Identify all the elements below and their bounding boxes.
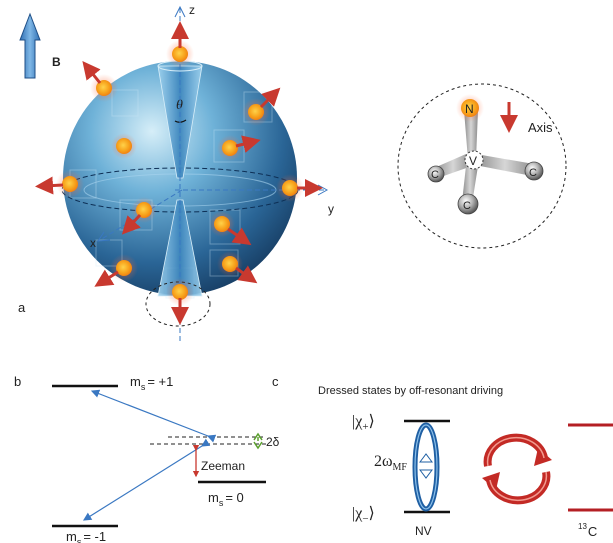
transition-arrow-plus1 <box>90 389 217 443</box>
nv-axis-label: Axis <box>528 120 553 135</box>
panel-b-label: b <box>14 374 21 389</box>
nv-rabi-loop <box>412 422 440 512</box>
chi-plus-label: |χ+⟩ <box>352 413 375 433</box>
spin-right <box>276 174 323 202</box>
ms-minus1-label: ms = -1 <box>66 529 106 543</box>
transition-arrow-minus1 <box>82 438 211 521</box>
spin-top <box>166 21 194 68</box>
z-axis-head <box>174 5 186 18</box>
z-axis-label: z <box>189 3 195 17</box>
x-axis-label: x <box>90 236 96 250</box>
nv-dashed-ellipse <box>397 83 567 249</box>
c-atom-bottom-label: C <box>463 200 471 212</box>
nv-center-inset: N V C C C Axis <box>397 83 567 249</box>
two-delta-label: 2δ <box>266 435 280 449</box>
c13-label: 13C <box>578 522 597 539</box>
panel-b: b ms = +1 ms = 0 ms = -1 2δ Zeeman <box>14 374 280 543</box>
spin-left <box>35 170 84 198</box>
spin-upper-left <box>82 60 118 102</box>
c-atom-right <box>524 161 544 181</box>
two-delta-arrow-heads <box>253 432 263 450</box>
red-cycle-arrows <box>482 433 552 505</box>
x-axis-head <box>97 231 111 242</box>
c-atom-bottom <box>457 193 479 215</box>
c-atom-right-label: C <box>529 167 537 179</box>
bond-c-right <box>476 154 534 176</box>
panel-c-label: c <box>272 374 279 389</box>
panel-a: B θ z y x <box>18 3 567 342</box>
spin-lower-left <box>94 254 138 287</box>
c-atom-left <box>427 165 445 183</box>
panel-c: c Dressed states by off-resonant driving… <box>272 374 613 539</box>
n-atom-label: N <box>465 102 474 116</box>
y-axis-label: y <box>328 202 334 216</box>
ms-0-label: ms = 0 <box>208 490 244 508</box>
zeeman-label: Zeeman <box>201 459 245 473</box>
spin-lower-right <box>217 251 258 284</box>
b-field-label: B <box>52 55 61 69</box>
omega-label: 2ωMF <box>374 453 407 473</box>
v-site-label: V <box>469 154 477 168</box>
spin-inner-right <box>209 211 252 246</box>
panel-a-label: a <box>18 300 26 315</box>
spin-bottom <box>166 278 194 325</box>
spin-inner-left <box>121 197 157 235</box>
v-site <box>464 150 484 170</box>
b-field-arrow <box>19 12 41 79</box>
n-atom <box>461 99 479 117</box>
chi-minus-label: |χ−⟩ <box>352 505 375 525</box>
nv-label: NV <box>415 524 432 538</box>
spin-upper-right <box>242 87 281 126</box>
panel-c-title: Dressed states by off-resonant driving <box>318 385 503 397</box>
c-atom-left-label: C <box>431 169 439 181</box>
ms-plus1-label: ms = +1 <box>130 374 173 392</box>
spin-mid-right <box>217 135 261 161</box>
spin-mid-left <box>111 133 137 159</box>
bond-n <box>464 110 478 160</box>
